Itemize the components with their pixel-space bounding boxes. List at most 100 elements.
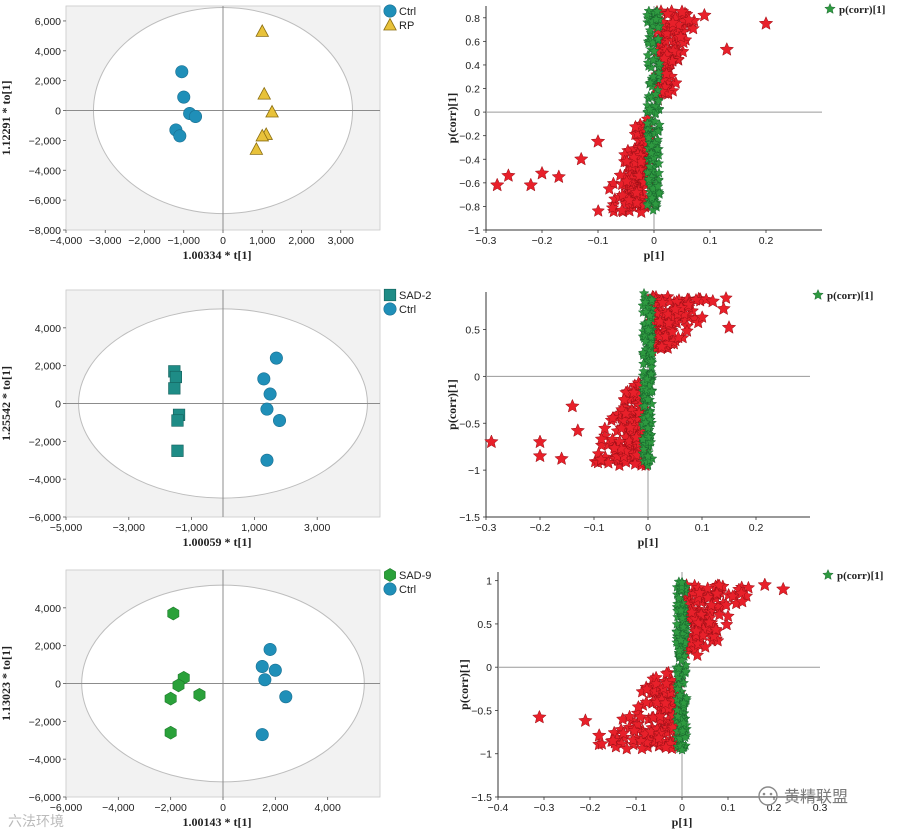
s-plot-sad9-vs-ctrl: −0.4 −0.3 −0.2 −0.1 0 0.1 0.2 0.3 1 0.5 0 −0.5 −1 −1.… [457,568,883,829]
loading-point-outlier [484,434,499,449]
loading-point-core [679,732,691,743]
y-tick-label: −6,000 [29,195,62,207]
loading-point-core [650,13,662,24]
y-tick-label: 0.6 [465,36,480,48]
loading-point-core [638,365,649,376]
loading-point-outlier [551,169,567,184]
loading-point-core [671,626,682,637]
loading-point-down [634,205,649,219]
x-tick-label: 0 [220,802,226,814]
loading-point-up [719,290,733,304]
legend-label-pcorr: p(corr)[1] [837,570,883,582]
loading-point-up [668,302,683,316]
y-tick-label: 0.2 [465,84,480,96]
loading-point-outlier [757,577,773,592]
loading-point-core [677,612,688,623]
x-tick-label: −0.3 [476,235,497,247]
data-point-ctrl [273,414,287,428]
loading-point-down [652,731,666,745]
legend-marker-rp [383,17,397,31]
y-tick-label: −4,000 [29,165,62,177]
y-tick-label: 2,000 [35,361,61,373]
loading-point-down [658,696,673,710]
y-tick-label: 4,000 [35,603,61,615]
loading-point-core [650,89,661,100]
loading-point-outlier [532,448,548,463]
loading-point-down [591,203,605,217]
x-tick-label: 1,000 [241,522,267,534]
loading-point-core [674,689,686,700]
loading-point-core [646,331,657,342]
loading-point-down [622,709,637,723]
x-tick-label: −6,000 [50,802,83,814]
loading-point-down [633,710,648,724]
loading-point-core [642,49,654,60]
legend-label-sad-9: SAD-9 [399,570,431,582]
wechat-icon-eye [762,792,766,796]
loading-point-outlier [605,733,621,747]
loading-point-core [676,654,687,665]
data-point-sad-9 [164,691,177,706]
x-tick-label: −4,000 [102,802,135,814]
y-tick-label: 0.8 [465,13,480,25]
x-axis-label: p[1] [672,815,693,829]
loading-point-core [646,192,658,203]
data-point-ctrl [263,642,277,656]
legend-label-rp: RP [399,20,414,32]
loading-point-down [606,410,620,424]
loading-point-outlier [697,7,712,22]
legend-marker-sad-2 [383,288,397,302]
loading-point-outlier [590,133,606,148]
x-axis-label: 1.00143 * t[1] [183,815,252,829]
data-point-ctrl [268,663,282,677]
x-tick-label: 0.2 [759,235,774,247]
x-tick-label: −0.2 [580,802,601,814]
loading-point-core [674,645,685,656]
loading-point-core [637,347,649,358]
loading-point-core [675,634,687,645]
loading-point-core [675,605,687,616]
loading-point-up [710,586,724,600]
y-tick-label: −4,000 [29,474,62,486]
x-tick-label: −2,000 [128,235,161,247]
loading-point-outlier [570,423,586,437]
loading-point-down [626,732,640,746]
loading-point-core [646,356,657,367]
loading-point-down [594,452,608,466]
loading-point-down [616,413,630,427]
loading-point-up [661,6,675,20]
loading-point-core [642,422,654,433]
data-point-ctrl [279,690,293,704]
x-tick-label: 3,000 [328,235,354,247]
loading-point-core [673,592,684,603]
x-tick-label: −1,000 [168,235,201,247]
y-tick-label: −2,000 [29,436,62,448]
y-tick-label: −0.5 [471,705,492,717]
loading-point-up [655,295,670,309]
loading-point-down [595,736,609,750]
y-tick-label: −1 [480,749,492,761]
score-plot-ctrl-vs-rp: −4,000 −3,000 −2,000 −1,000 0 1,000 2,000 3,000… [0,4,416,262]
y-tick-label: −0.5 [459,418,480,430]
wechat-icon-eye [769,792,773,796]
x-tick-label: 0.1 [695,522,710,534]
y-axis-label: 1.12291 * to[1] [0,81,13,156]
loading-point-outlier [721,319,737,334]
loading-point-core [678,697,689,708]
x-tick-label: −0.1 [584,522,605,534]
x-tick-label: −0.1 [588,235,609,247]
loading-point-up [666,15,680,29]
loading-point-down [623,420,637,434]
loading-point-core [642,450,654,461]
loading-point-core [642,9,653,20]
loading-point-outlier [573,151,589,166]
loading-point-up [702,615,717,629]
loading-point-down [659,676,674,690]
loading-point-core [650,198,661,209]
loading-point-down [628,119,643,133]
y-tick-label: −4,000 [29,754,62,766]
loading-point-core [676,577,688,588]
loading-point-outlier [523,177,539,192]
legend-label-ctrl: Ctrl [399,584,416,596]
data-point-ctrl [177,90,191,104]
